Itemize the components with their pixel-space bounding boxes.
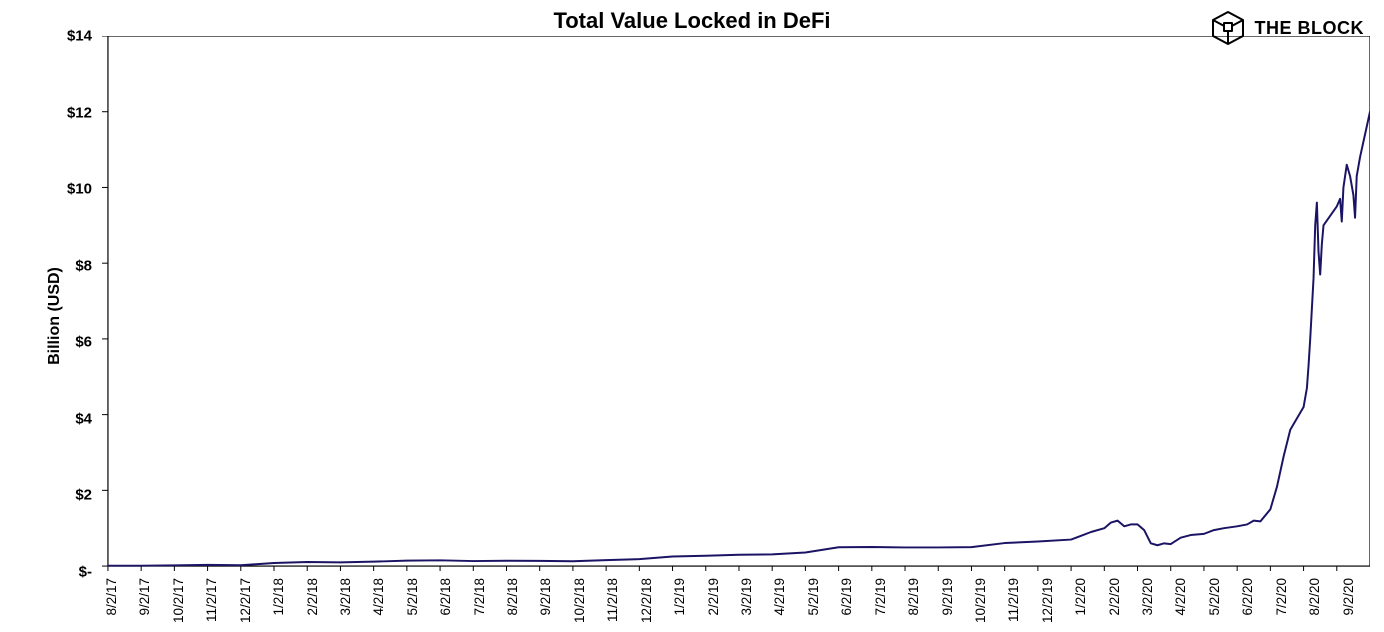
x-tick-label: 4/2/18 bbox=[371, 578, 386, 616]
x-tick-label: 9/2/19 bbox=[940, 578, 955, 616]
x-tick-label: 2/2/19 bbox=[706, 578, 721, 616]
x-tick-label: 10/2/18 bbox=[572, 578, 587, 623]
y-tick-label: $8 bbox=[52, 257, 92, 274]
x-tick-label: 12/2/18 bbox=[639, 578, 654, 623]
x-tick-label: 10/2/19 bbox=[973, 578, 988, 623]
x-tick-label: 9/2/18 bbox=[538, 578, 553, 616]
x-tick-label: 8/2/17 bbox=[104, 578, 119, 616]
line-chart-svg bbox=[100, 36, 1370, 572]
x-tick-label: 6/2/18 bbox=[438, 578, 453, 616]
plot-area: $-$2$4$6$8$10$12$148/2/179/2/1710/2/1711… bbox=[100, 36, 1370, 572]
x-tick-label: 11/2/19 bbox=[1006, 578, 1021, 622]
y-tick-label: $14 bbox=[52, 28, 92, 45]
y-tick-label: $2 bbox=[52, 487, 92, 504]
x-tick-label: 12/2/17 bbox=[238, 578, 253, 623]
x-tick-label: 3/2/19 bbox=[739, 578, 754, 616]
x-tick-label: 8/2/19 bbox=[906, 578, 921, 616]
x-tick-label: 5/2/19 bbox=[806, 578, 821, 616]
x-tick-label: 7/2/19 bbox=[873, 578, 888, 616]
x-tick-label: 1/2/19 bbox=[672, 578, 687, 616]
x-tick-label: 1/2/20 bbox=[1073, 578, 1088, 616]
x-tick-label: 4/2/20 bbox=[1173, 578, 1188, 616]
x-tick-label: 3/2/18 bbox=[338, 578, 353, 616]
x-tick-label: 6/2/19 bbox=[839, 578, 854, 616]
x-tick-label: 11/2/17 bbox=[204, 578, 219, 622]
x-tick-label: 8/2/20 bbox=[1307, 578, 1322, 616]
x-tick-label: 9/2/20 bbox=[1341, 578, 1356, 616]
y-tick-label: $12 bbox=[52, 104, 92, 121]
x-tick-label: 2/2/20 bbox=[1107, 578, 1122, 616]
x-tick-label: 9/2/17 bbox=[137, 578, 152, 616]
x-tick-label: 1/2/18 bbox=[271, 578, 286, 616]
y-tick-label: $4 bbox=[52, 410, 92, 427]
x-tick-label: 11/2/18 bbox=[605, 578, 620, 622]
x-tick-label: 6/2/20 bbox=[1240, 578, 1255, 616]
x-tick-label: 10/2/17 bbox=[171, 578, 186, 623]
y-tick-label: $6 bbox=[52, 334, 92, 351]
x-tick-label: 7/2/20 bbox=[1274, 578, 1289, 616]
chart-title: Total Value Locked in DeFi bbox=[0, 8, 1384, 34]
chart-frame: Total Value Locked in DeFi THE BLOCK Bil… bbox=[0, 0, 1384, 632]
x-tick-label: 12/2/19 bbox=[1040, 578, 1055, 623]
x-tick-label: 4/2/19 bbox=[772, 578, 787, 616]
y-tick-label: $- bbox=[52, 564, 92, 581]
x-tick-label: 7/2/18 bbox=[472, 578, 487, 616]
x-tick-label: 5/2/18 bbox=[405, 578, 420, 616]
y-tick-label: $10 bbox=[52, 181, 92, 198]
x-tick-label: 5/2/20 bbox=[1207, 578, 1222, 616]
x-tick-label: 8/2/18 bbox=[505, 578, 520, 616]
x-tick-label: 2/2/18 bbox=[305, 578, 320, 616]
x-tick-label: 3/2/20 bbox=[1140, 578, 1155, 616]
